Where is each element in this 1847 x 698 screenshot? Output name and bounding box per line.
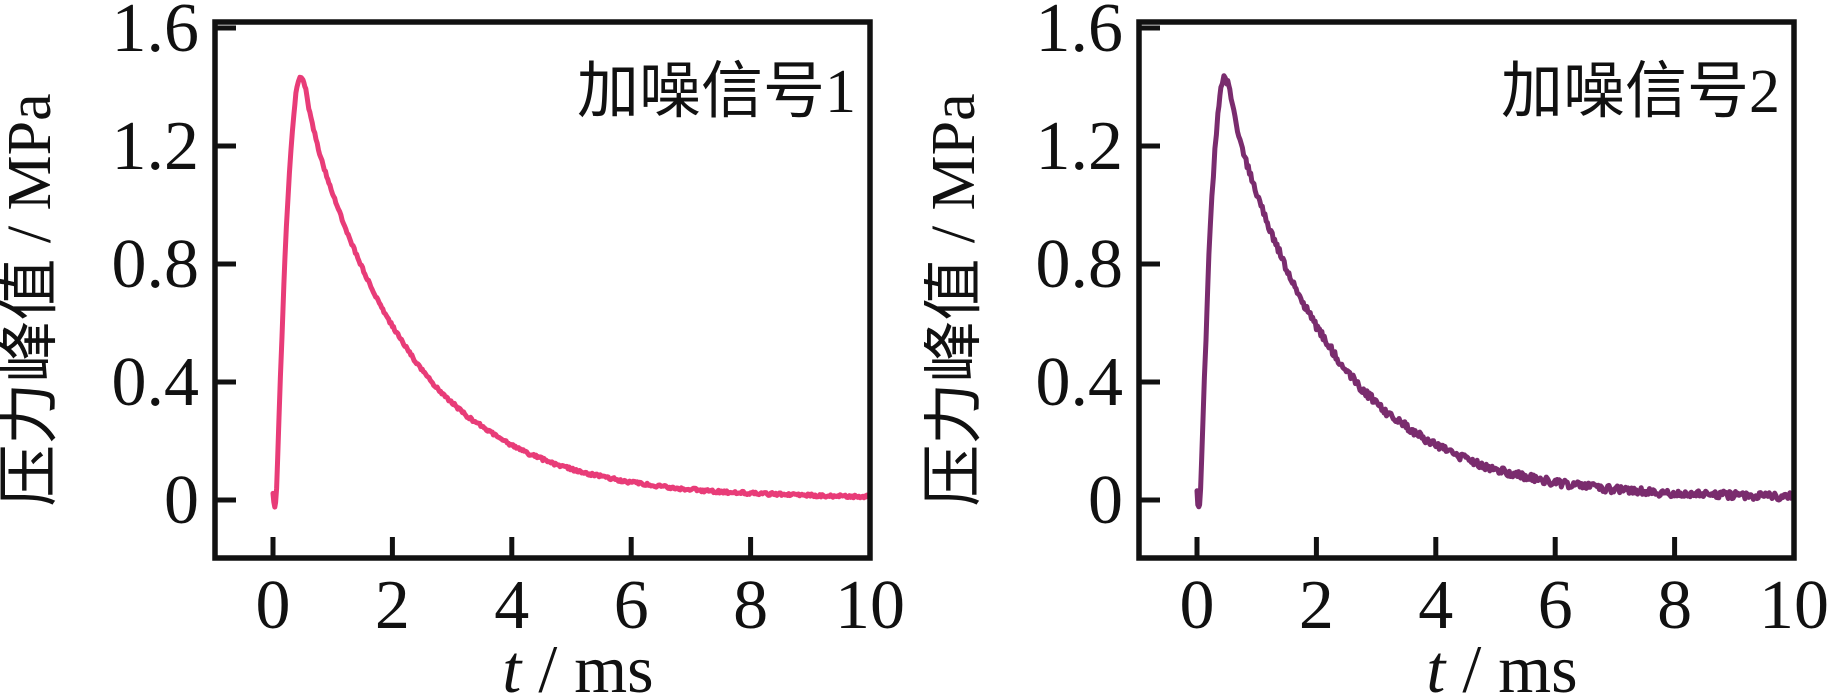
plot-box <box>1135 19 1797 561</box>
chart-noisy-signal-1: 0 2 4 6 8 10 0 0.4 0.8 1.2 1.6 t / ms 压力峰值 / MPa 加噪信号… <box>0 0 905 698</box>
x-tick-label: 2 <box>1298 567 1333 644</box>
y-tick-label: 1.2 <box>1035 108 1123 185</box>
x-tick-label: 6 <box>1537 567 1572 644</box>
x-tick-label: 2 <box>375 567 410 644</box>
x-tick-label: 10 <box>835 567 905 644</box>
signal-curve <box>270 74 873 510</box>
x-tick-label: 6 <box>614 567 649 644</box>
x-tick-label: 4 <box>1418 567 1453 644</box>
y-tick-label: 1.6 <box>1035 0 1123 67</box>
panel-annotation: 加噪信号2 <box>1500 58 1779 126</box>
y-tick-label: 0.8 <box>1035 226 1123 303</box>
y-tick-label: 0 <box>164 462 199 539</box>
y-tick-label: 1.2 <box>112 108 200 185</box>
x-axis-title: t / ms <box>1426 631 1577 698</box>
x-axis-title: t / ms <box>502 631 653 698</box>
y-tick-label: 1.6 <box>112 0 200 67</box>
signal-curve <box>1194 73 1796 510</box>
y-tick-label: 0.8 <box>112 226 200 303</box>
chart-noisy-signal-2: 0 2 4 6 8 10 0 0.4 0.8 1.2 1.6 t / ms 压力峰值 / MPa 加噪信号… <box>924 0 1829 698</box>
x-tick-label: 8 <box>733 567 768 644</box>
panel-annotation: 加噪信号1 <box>577 58 856 126</box>
y-tick-label: 0.4 <box>1035 344 1123 421</box>
y-tick-label: 0.4 <box>112 344 200 421</box>
plot-box <box>212 19 873 561</box>
y-tick-label: 0 <box>1088 462 1123 539</box>
x-tick-label: 10 <box>1759 567 1829 644</box>
x-tick-label: 8 <box>1657 567 1692 644</box>
x-tick-label: 0 <box>256 567 291 644</box>
y-axis-title: 压力峰值 / MPa <box>0 93 64 506</box>
x-tick-label: 0 <box>1179 567 1214 644</box>
x-tick-label: 4 <box>494 567 529 644</box>
y-axis-title: 压力峰值 / MPa <box>924 93 988 506</box>
